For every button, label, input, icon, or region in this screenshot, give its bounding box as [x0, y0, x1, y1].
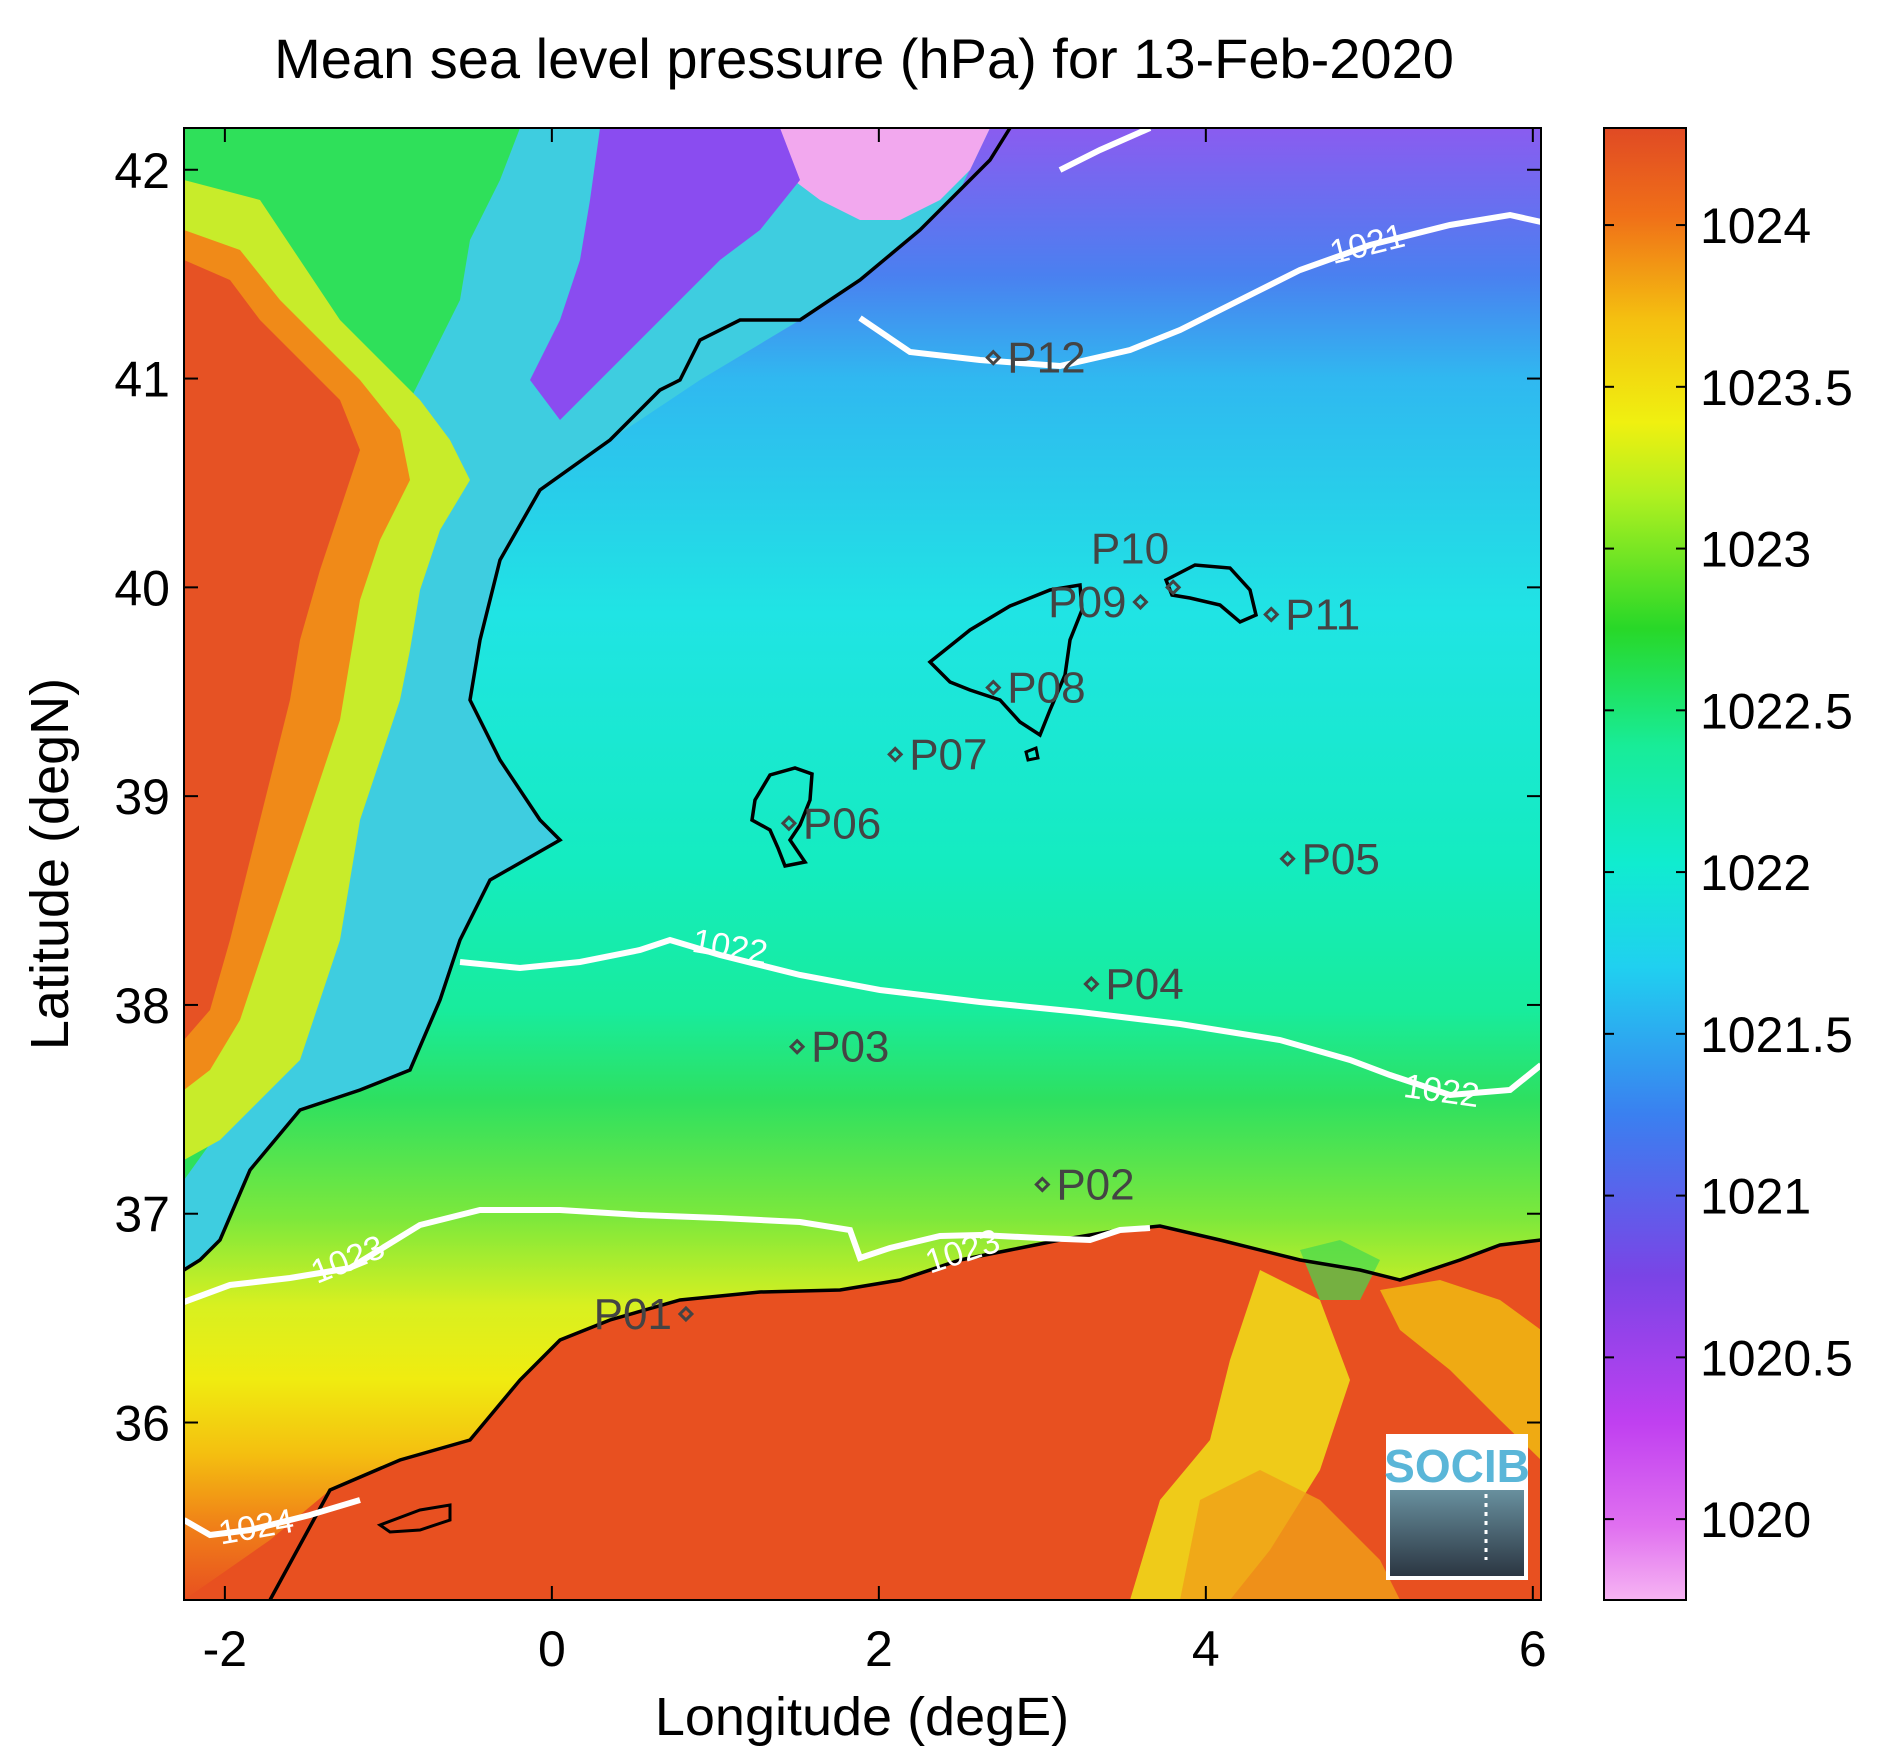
contour-1020	[1058, 128, 1152, 173]
station-marker-p02	[1034, 1176, 1051, 1193]
x-tick-label: -2	[203, 1621, 247, 1677]
colorbar	[1603, 127, 1687, 1601]
x-axis-label: Longitude (degE)	[655, 1687, 1069, 1747]
station-label-p04: P04	[1105, 960, 1183, 1009]
station-label-p06: P06	[803, 799, 881, 848]
x-tick-label: 0	[538, 1621, 566, 1677]
contour-1022	[459, 936, 1541, 1099]
colorbar-ticks: 1020 1020.5 1021 1021.5 1022 1022.5 1023 1023.5…	[1604, 198, 1853, 1548]
colorbar-tick-label: 1023.5	[1700, 360, 1853, 416]
iberia-coastline	[184, 128, 1012, 1272]
station-markers: P01 P02 P03 P04 P05 P06 P07 P08 P09 P10 P11 P12	[594, 334, 1380, 1339]
x-tick-label: 2	[865, 1621, 893, 1677]
y-tick-label: 36	[114, 1396, 170, 1452]
africa-land	[184, 1226, 1541, 1600]
colorbar-tick-label: 1024	[1700, 198, 1811, 254]
x-axis-ticks: -2 0 2 4 6	[203, 128, 1547, 1677]
station-label-p09: P09	[1048, 578, 1126, 627]
station-marker-p12	[985, 349, 1002, 366]
station-label-p11: P11	[1285, 590, 1360, 639]
station-label-p07: P07	[909, 730, 987, 779]
alboran-island	[376, 1503, 452, 1534]
station-label-p02: P02	[1056, 1160, 1134, 1209]
station-marker-p04	[1083, 975, 1100, 993]
y-tick-label: 37	[114, 1187, 170, 1243]
colorbar-tick-label: 1021.5	[1700, 1007, 1853, 1063]
y-axis-ticks: 36 37 38 39 40 41 42	[114, 143, 1541, 1452]
station-label-p03: P03	[811, 1023, 889, 1072]
iberia-land	[184, 128, 990, 1600]
mallorca-outline	[927, 582, 1084, 738]
x-tick-label: 6	[1519, 1621, 1547, 1677]
socib-logo-text: SOCIB	[1384, 1440, 1530, 1492]
cabrera-outline	[1024, 745, 1040, 762]
contour-1021	[858, 211, 1541, 370]
station-label-p01: P01	[594, 1290, 672, 1339]
station-marker-p03	[788, 1038, 806, 1055]
station-label-p05: P05	[1302, 835, 1380, 884]
x-tick-label: 4	[1192, 1621, 1220, 1677]
y-tick-label: 42	[114, 143, 170, 199]
y-tick-label: 41	[114, 352, 170, 408]
colorbar-tick-label: 1022	[1700, 845, 1811, 901]
station-marker-p10	[1165, 579, 1182, 596]
station-marker-p11	[1263, 606, 1280, 623]
plot-frame	[183, 127, 1542, 1601]
map-area: 1021 1022 1022 1023 1023 1024 P01P02P03P…	[184, 128, 1541, 1600]
station-marker-p01	[677, 1305, 695, 1323]
station-marker-p08	[985, 679, 1002, 696]
y-tick-label: 40	[114, 560, 170, 616]
africa-coastline	[268, 1224, 1541, 1600]
colorbar-tick-label: 1020.5	[1700, 1330, 1853, 1386]
contour-1024	[184, 1497, 361, 1539]
menorca-outline	[1163, 563, 1259, 625]
colorbar-tick-label: 1022.5	[1700, 683, 1853, 739]
socib-logo: SOCIB	[1384, 1434, 1530, 1580]
ibiza-outline	[750, 766, 814, 869]
station-marker-p06	[780, 815, 798, 832]
station-marker-p09	[1132, 593, 1149, 611]
station-label-p10: P10	[1091, 524, 1169, 573]
colorbar-tick-label: 1023	[1700, 522, 1811, 578]
y-axis-label: Latitude (degN)	[20, 678, 80, 1050]
chart-title: Mean sea level pressure (hPa) for 13-Feb…	[274, 27, 1454, 90]
station-marker-p05	[1279, 850, 1296, 867]
y-tick-label: 39	[114, 769, 170, 825]
colorbar-tick-label: 1021	[1700, 1169, 1811, 1225]
station-label-p12: P12	[1007, 334, 1085, 383]
contour-1023	[184, 1207, 1151, 1305]
station-marker-p07	[887, 746, 904, 763]
station-label-p08: P08	[1007, 664, 1085, 713]
y-tick-label: 38	[114, 978, 170, 1034]
colorbar-tick-label: 1020	[1700, 1492, 1811, 1548]
